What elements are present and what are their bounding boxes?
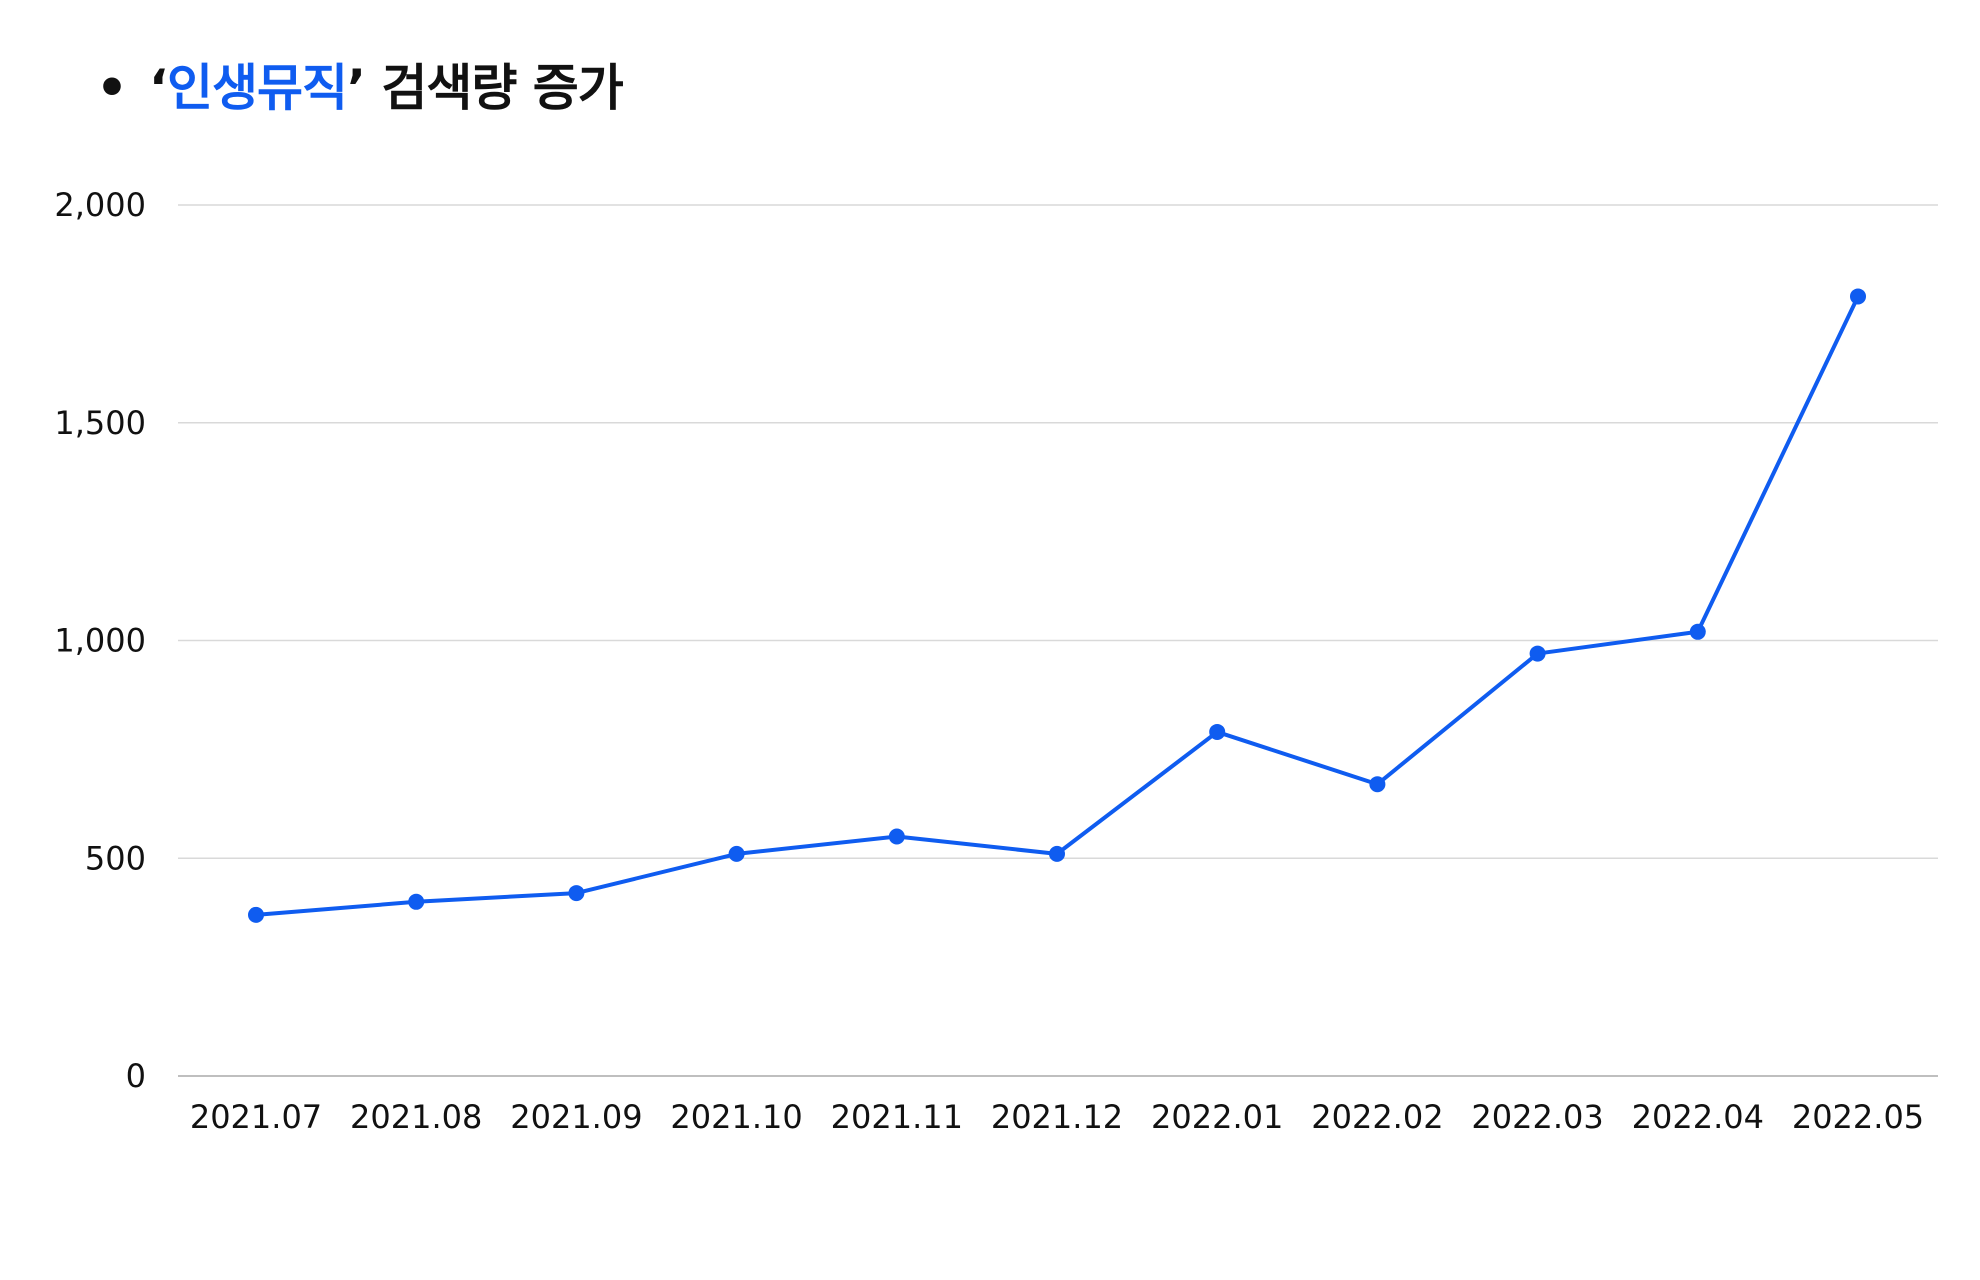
title-highlight: 인생뮤직 xyxy=(166,59,348,117)
x-tick-label: 2022.04 xyxy=(1632,1098,1764,1136)
x-tick-label: 2022.02 xyxy=(1311,1098,1443,1136)
x-tick-label: 2021.09 xyxy=(510,1098,642,1136)
data-point xyxy=(408,893,425,910)
grid-lines xyxy=(178,204,1938,1077)
x-tick-label: 2022.01 xyxy=(1151,1098,1283,1136)
data-point xyxy=(1209,723,1226,740)
y-axis-ticks: 0 500 1,000 1,500 2,000 xyxy=(54,186,146,1095)
data-point xyxy=(1049,845,1065,862)
y-tick-label: 1,000 xyxy=(54,622,146,660)
data-point xyxy=(728,845,745,862)
data-point xyxy=(1529,645,1546,662)
y-tick-label: 500 xyxy=(85,839,146,877)
x-tick-label: 2022.05 xyxy=(1792,1098,1924,1136)
x-tick-label: 2022.03 xyxy=(1471,1098,1603,1136)
title-quote-close: ’ xyxy=(346,59,366,117)
x-tick-label: 2021.11 xyxy=(831,1098,963,1136)
title-quote-open: ‘ xyxy=(148,59,168,117)
data-point xyxy=(568,885,585,902)
y-tick-label: 1,500 xyxy=(54,404,146,442)
x-tick-label: 2021.07 xyxy=(190,1098,322,1136)
data-point xyxy=(1689,623,1706,640)
x-tick-label: 2021.12 xyxy=(991,1098,1123,1136)
x-axis-ticks: 2021.07 2021.08 2021.09 2021.10 2021.11 2021.… xyxy=(190,1098,1924,1136)
data-point xyxy=(1850,288,1866,305)
chart-title: • ‘인생뮤직’ 검색량 증가 xyxy=(96,48,624,120)
title-bullet: • xyxy=(96,59,128,117)
y-tick-label: 0 xyxy=(126,1057,146,1095)
x-tick-label: 2021.10 xyxy=(670,1098,802,1136)
data-points xyxy=(248,288,1866,923)
data-point xyxy=(248,906,264,923)
data-point xyxy=(888,828,905,845)
data-point xyxy=(1369,776,1386,793)
title-rest: 검색량 증가 xyxy=(364,59,623,117)
series-line xyxy=(254,294,1860,917)
y-tick-label: 2,000 xyxy=(54,186,146,224)
series-line-group xyxy=(254,294,1860,917)
x-tick-label: 2021.08 xyxy=(350,1098,482,1136)
